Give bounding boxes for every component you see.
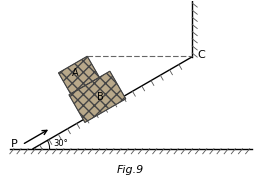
Text: A: A (72, 68, 79, 78)
Polygon shape (58, 56, 99, 94)
Text: Fig.9: Fig.9 (116, 165, 144, 175)
Text: C: C (198, 50, 205, 60)
Text: P: P (11, 138, 18, 148)
Text: B: B (96, 92, 103, 102)
Text: 30°: 30° (54, 139, 68, 148)
Polygon shape (69, 71, 126, 122)
